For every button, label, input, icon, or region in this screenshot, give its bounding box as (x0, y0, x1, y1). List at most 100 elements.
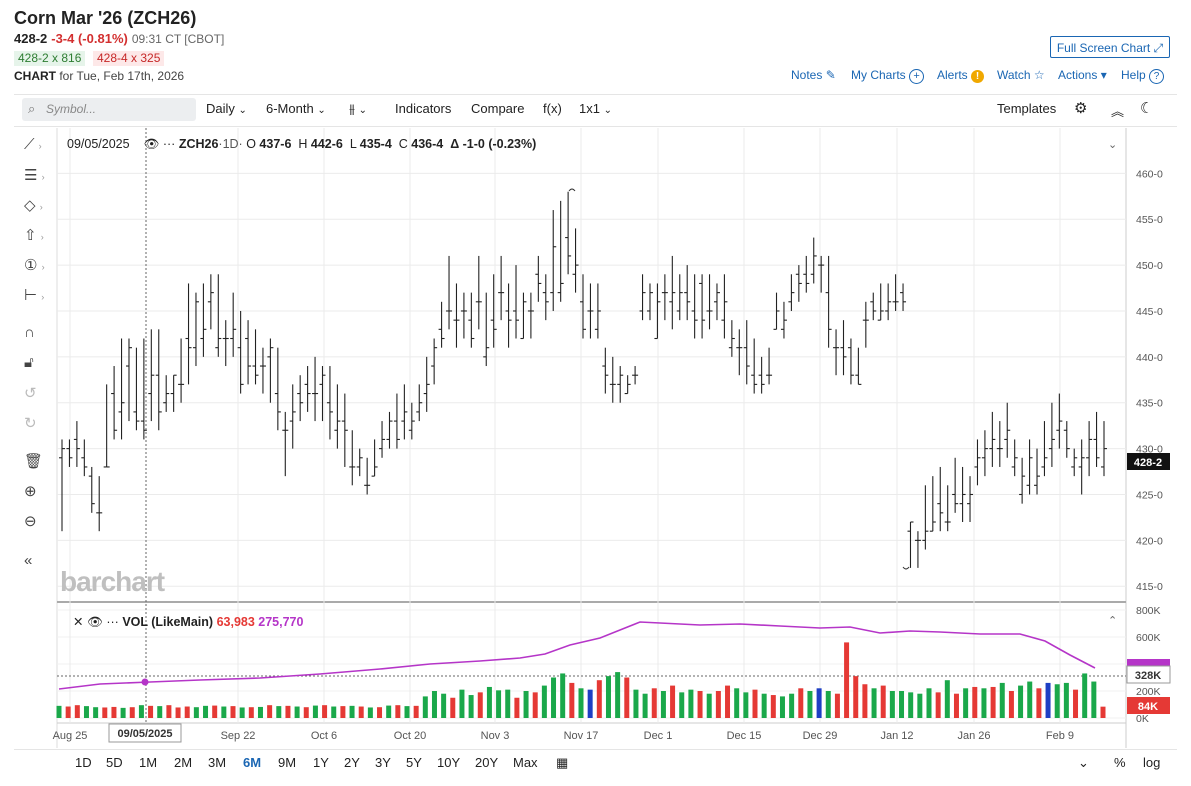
help-link[interactable]: Help ? (1121, 68, 1165, 84)
range-button-5d[interactable]: 5D (106, 755, 123, 770)
fx-button[interactable]: f(x) (543, 101, 562, 116)
volume-bar (834, 693, 840, 718)
range-label: 6-Month (266, 101, 314, 116)
collapse-left-icon[interactable]: « (24, 552, 33, 569)
ohlc-legend: 09/05/2025 👁︎ ··· ZCH26·1D· O 437-6 H 44… (67, 137, 536, 152)
volume-bar (651, 688, 657, 718)
range-button-1m[interactable]: 1M (139, 755, 158, 770)
chart-type-dropdown[interactable]: ⫵ ⌄ (349, 101, 367, 117)
volume-bar (459, 689, 465, 718)
time-tick-label: Feb 9 (1046, 730, 1074, 742)
eye-icon[interactable]: 👁︎ (86, 615, 103, 629)
volume-bar (312, 705, 318, 718)
eye-icon[interactable]: 👁︎ (143, 137, 160, 151)
indicators-button[interactable]: Indicators (395, 101, 452, 116)
collapse-up-icon[interactable]: ︽ (1111, 104, 1125, 119)
volume-bar (752, 689, 758, 718)
actions-menu[interactable]: Actions ▾ (1058, 68, 1107, 82)
range-button-2m[interactable]: 2M (174, 755, 193, 770)
volume-tick-label: 0K (1136, 713, 1149, 725)
full-screen-chart-button[interactable]: Full Screen Chart ⤢ (1050, 36, 1170, 58)
volume-name: VOL (LikeMain) (122, 615, 214, 629)
volume-bar (230, 706, 236, 718)
watch-link[interactable]: Watch ☆ (997, 68, 1045, 82)
unlock-icon[interactable]: 🔓︎ (24, 354, 34, 371)
calendar-icon[interactable]: ▦ (556, 755, 569, 770)
log-toggle[interactable]: log (1143, 755, 1161, 770)
range-bar (14, 749, 1177, 778)
volume-bar (789, 693, 795, 718)
double-chevron-down-icon[interactable]: ⌄ (1078, 755, 1089, 770)
volume-bar (468, 695, 474, 718)
volume-bar (322, 705, 328, 718)
ohlc-bars-icon: ⫵ (349, 101, 355, 116)
price-line: 428-2 -3-4 (-0.81%) 09:31 CT [CBOT] (14, 31, 224, 46)
volume-bar (1027, 681, 1033, 718)
magnet-icon[interactable]: ∩ (24, 324, 35, 341)
price-tick-label: 415-0 (1136, 581, 1163, 593)
notes-link[interactable]: Notes ✎ (791, 68, 836, 82)
more-icon[interactable]: ··· (106, 615, 119, 629)
legend-collapse-icon[interactable]: ⌄ (1108, 139, 1118, 151)
volume-collapse-icon[interactable]: ⌃ (1108, 615, 1118, 627)
symbol-search-input[interactable]: Symbol... (22, 98, 196, 121)
close-icon[interactable]: ✕ (73, 615, 84, 629)
range-button-1y[interactable]: 1Y (313, 755, 329, 770)
undo-icon[interactable]: ↺ (24, 385, 37, 402)
legend-close: 436-4 (411, 137, 444, 151)
percent-toggle[interactable]: % (1114, 755, 1126, 770)
alerts-label: Alerts (937, 68, 968, 82)
range-button-max[interactable]: Max (513, 755, 538, 770)
measure-tool-icon[interactable]: ⊢ › (24, 287, 45, 304)
dark-mode-icon[interactable]: ☾ (1140, 100, 1154, 117)
range-button-1d[interactable]: 1D (75, 755, 92, 770)
trash-icon[interactable]: 🗑︎ (24, 453, 44, 470)
my-charts-link[interactable]: My Charts + (851, 68, 925, 84)
price-tick-label: 430-0 (1136, 444, 1163, 456)
range-button-2y[interactable]: 2Y (344, 755, 360, 770)
zoom-in-icon[interactable]: ⊕ (24, 483, 37, 500)
range-button-20y[interactable]: 20Y (475, 755, 499, 770)
more-icon[interactable]: ··· (162, 137, 176, 151)
range-button-9m[interactable]: 9M (278, 755, 297, 770)
volume-bar (917, 693, 923, 718)
arrow-tool-icon[interactable]: ⇧ › (24, 227, 44, 244)
templates-button[interactable]: Templates (997, 101, 1057, 116)
range-button-6m[interactable]: 6M (243, 755, 262, 770)
volume-bar (56, 705, 62, 718)
shape-tool-icon[interactable]: ◇ › (24, 197, 43, 214)
volume-bar (1008, 691, 1014, 718)
expand-icon: ⤢ (1153, 41, 1164, 55)
zoom-out-icon[interactable]: ⊖ (24, 513, 37, 530)
volume-crosshair-label: 328K (1135, 670, 1161, 682)
volume-last-badge (1127, 697, 1170, 714)
layout-dropdown[interactable]: 1x1 ⌄ (579, 101, 612, 116)
volume-bar (1063, 682, 1069, 718)
alerts-link[interactable]: Alerts ! (937, 68, 985, 83)
legend-low-label: L (349, 137, 357, 151)
volume-bar (862, 684, 868, 718)
volume-bar (413, 705, 419, 718)
fibonacci-tool-icon[interactable]: ☰ › (24, 167, 45, 184)
volume-bar (248, 707, 254, 718)
crosshair-date-label: 09/05/2025 (117, 728, 172, 740)
volume-bar (743, 692, 749, 718)
settings-icon[interactable]: ⚙ (1074, 100, 1088, 117)
volume-bar (899, 691, 905, 718)
volume-bar (679, 692, 685, 718)
compare-button[interactable]: Compare (471, 101, 525, 116)
range-button-3y[interactable]: 3Y (375, 755, 391, 770)
range-button-5y[interactable]: 5Y (406, 755, 422, 770)
interval-dropdown[interactable]: Daily ⌄ (206, 101, 247, 116)
line-tool-icon[interactable]: ⟋ › (24, 136, 42, 153)
price-change: -3-4 (-0.81%) (51, 31, 128, 46)
time-tick-label: Oct 6 (311, 730, 337, 742)
redo-icon[interactable]: ↻ (24, 415, 37, 432)
range-button-3m[interactable]: 3M (208, 755, 227, 770)
range-dropdown[interactable]: 6-Month ⌄ (266, 101, 326, 116)
range-button-10y[interactable]: 10Y (437, 755, 461, 770)
price-tick-label: 445-0 (1136, 306, 1163, 318)
annotation-tool-icon[interactable]: ① › (24, 257, 45, 274)
price-tick-label: 460-0 (1136, 168, 1163, 180)
